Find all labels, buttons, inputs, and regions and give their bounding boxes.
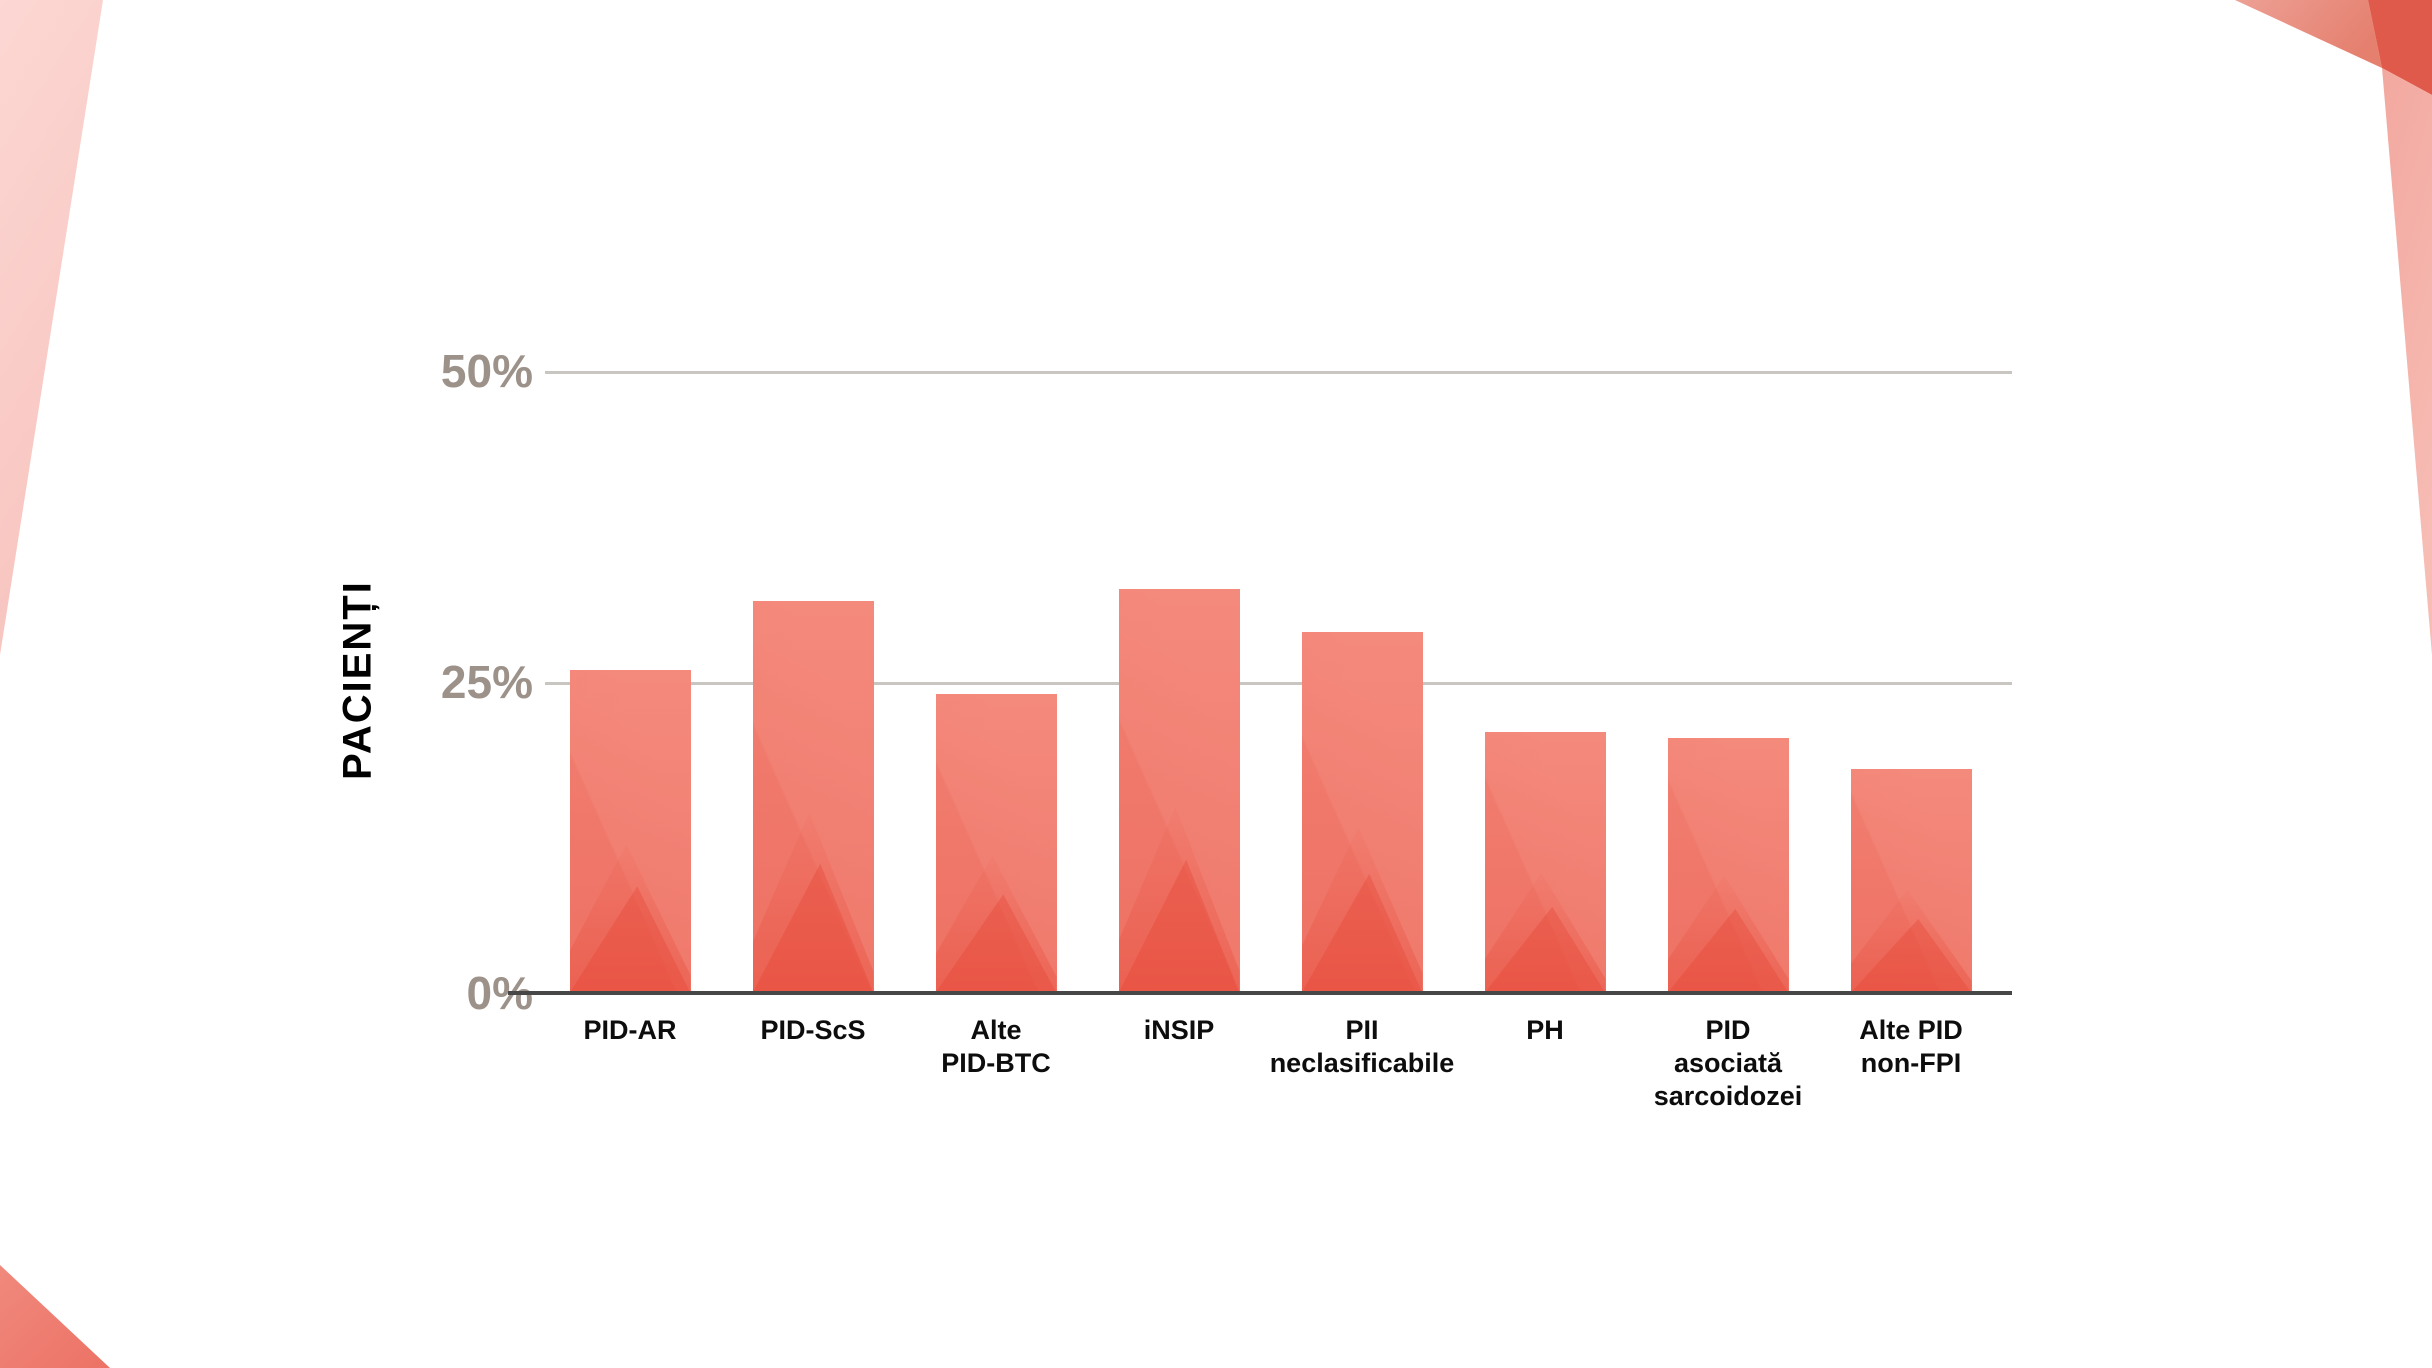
bar-gradient-sheen [1301,632,1423,993]
y-tick-label-50: 50% [440,345,533,397]
bar-alte-pid-btc [935,694,1057,993]
bar-gradient-sheen [1667,738,1789,993]
gridline-50 [545,371,2012,374]
corner-accent-top-right-salmon [2235,0,2382,68]
x-category-label: PII neclasificabile [1269,1015,1455,1078]
bar-pii-neclasificabile [1301,632,1423,993]
bar-gradient-sheen [752,601,874,993]
x-category-label: PID asociată sarcoidozei [1653,1015,1803,1111]
bar-pid-asociată-sarcoidozei [1667,738,1789,993]
x-category-label: iNSIP [1143,1015,1215,1045]
bar-ph [1484,732,1606,993]
x-category-label: Alte PID non-FPI [1859,1015,1963,1078]
bar-gradient-sheen [1118,589,1240,993]
corner-accent-bottom-left [0,1265,110,1368]
y-tick-label-25: 25% [440,656,533,708]
x-category-label: Alte PID-BTC [941,1015,1051,1078]
x-category-label: PID-ScS [760,1015,866,1045]
bar-pid-scs [752,601,874,993]
chart-plot-area [545,300,2012,993]
gridline-25 [545,682,2012,685]
bar-insip [1118,589,1240,993]
corner-accent-top-left [0,0,103,655]
corner-accent-top-right-pink [2382,68,2432,655]
corner-accent-top-right-dark [2368,0,2432,95]
x-category-label: PID-AR [583,1015,677,1045]
bar-pid-ar [569,670,691,993]
bar-gradient-sheen [569,670,691,993]
bar-alte-pid-non-fpi [1850,769,1972,993]
bar-gradient-sheen [1850,769,1972,993]
bar-gradient-sheen [1484,732,1606,993]
x-axis-line [508,991,2012,995]
bar-gradient-sheen [935,694,1057,993]
x-category-label: PH [1526,1015,1564,1045]
